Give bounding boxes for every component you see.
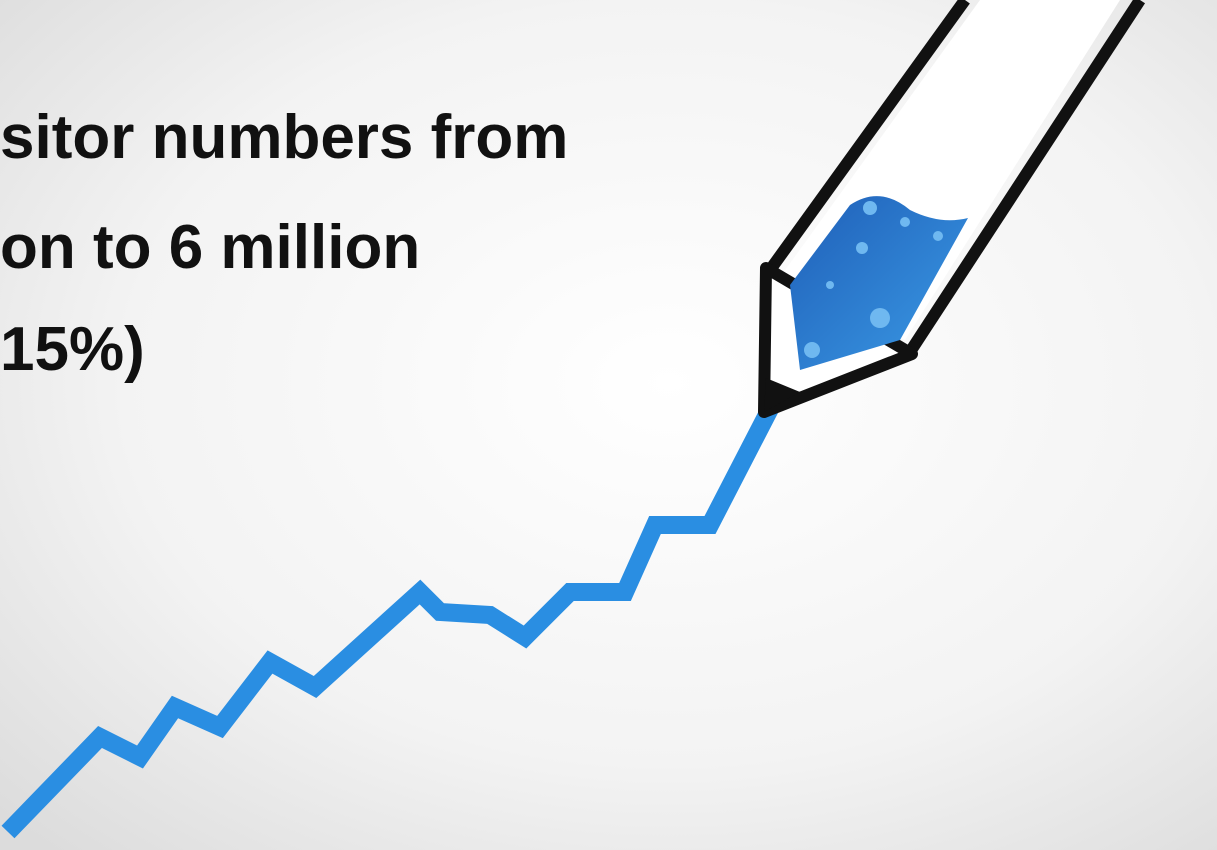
headline-line: 15%) [0, 315, 145, 384]
headline-line: sitor numbers from [0, 103, 568, 172]
growth-line [1, 400, 780, 839]
headline-line: on to 6 million [0, 213, 420, 282]
pencil [758, 0, 1146, 418]
